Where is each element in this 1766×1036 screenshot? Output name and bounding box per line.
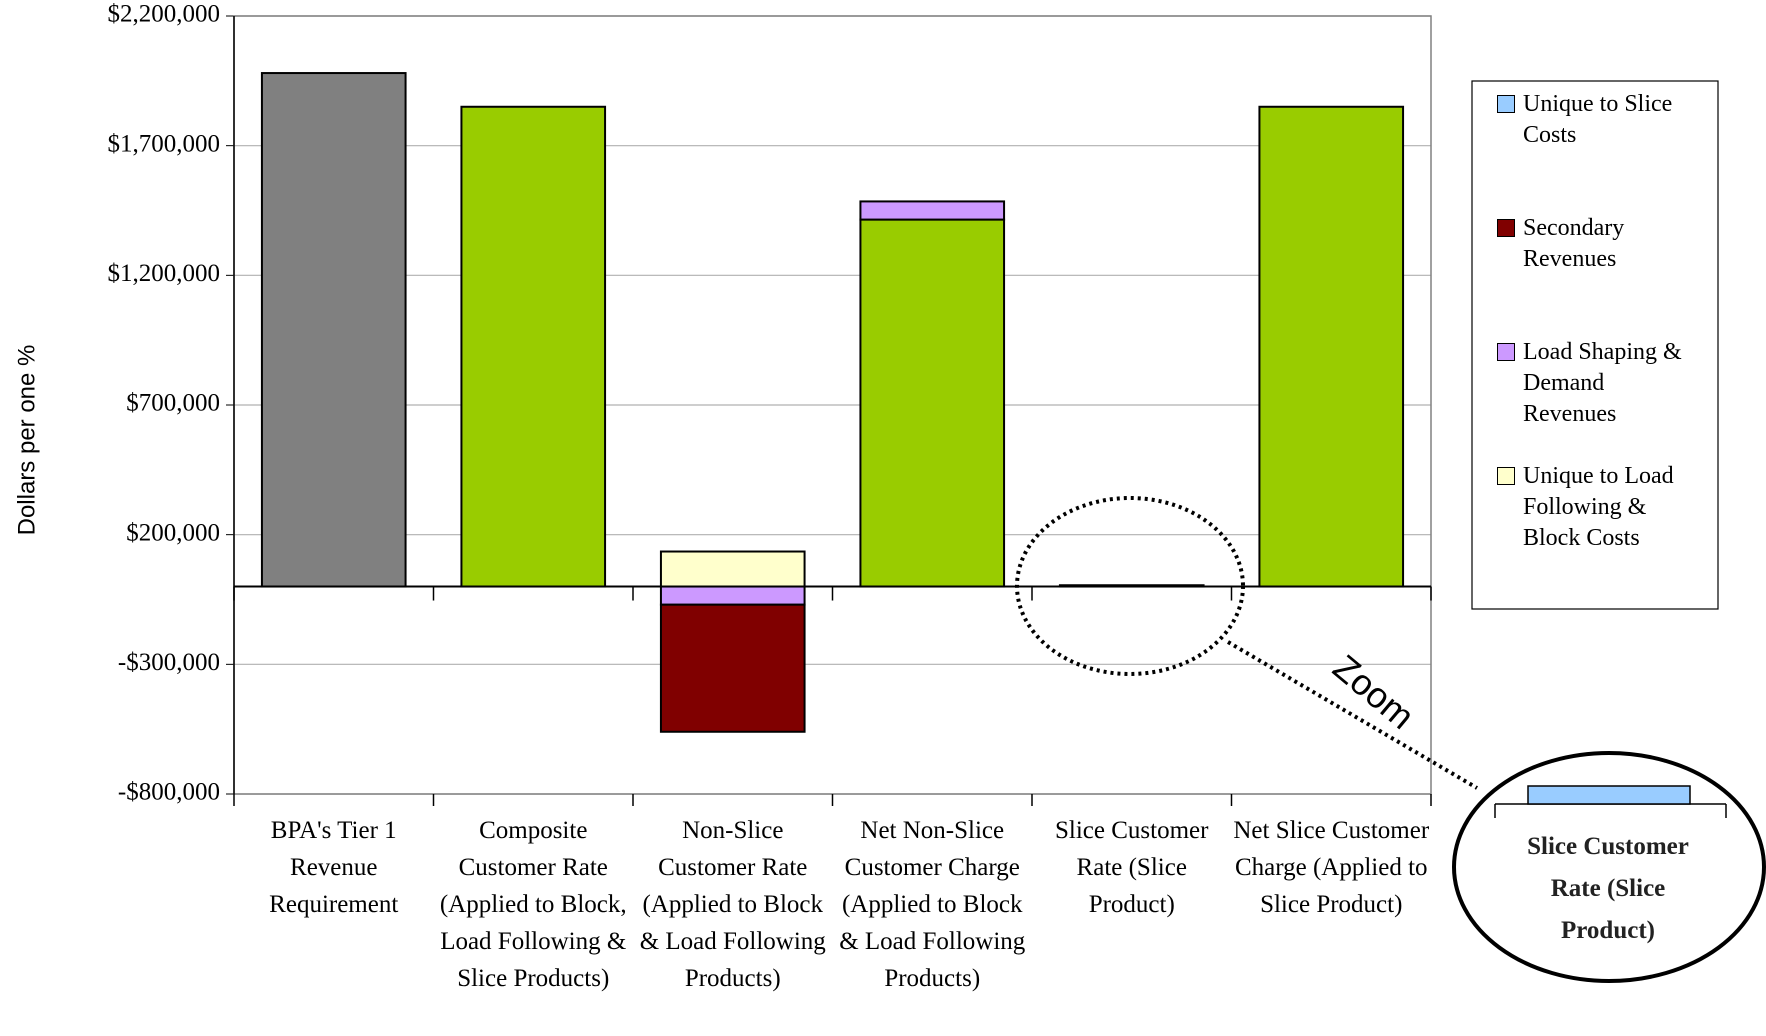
inset-bar	[1527, 785, 1691, 805]
x-tick-label: Non-Slice Customer Rate (Applied to Bloc…	[639, 817, 826, 992]
y-tick-label: $2,200,000	[108, 1, 221, 28]
bar	[1258, 105, 1405, 588]
legend-swatch	[1497, 343, 1515, 361]
y-tick-label: -$800,000	[118, 779, 220, 806]
legend-label: Unique to Slice Costs	[1523, 91, 1673, 148]
x-tick-label: Slice Customer Rate (Slice Product)	[1055, 817, 1209, 918]
bar-segment	[659, 550, 806, 588]
y-axis-label: Dollars per one %	[13, 345, 40, 536]
legend-label: Load Shaping & Demand Revenues	[1523, 339, 1682, 427]
y-tick-label: $1,700,000	[108, 130, 221, 157]
legend-label: Secondary Revenues	[1523, 215, 1625, 272]
bar-segment	[659, 585, 806, 606]
bar	[260, 72, 407, 588]
y-tick-label: -$300,000	[118, 649, 220, 676]
x-tick-label: Net Slice Customer Charge (Applied to Sl…	[1233, 817, 1430, 918]
x-tick-label: BPA's Tier 1 Revenue Requirement	[269, 817, 399, 918]
bar	[460, 105, 607, 588]
x-tick-label: Composite Customer Rate (Applied to Bloc…	[439, 817, 627, 992]
inset-label: Slice Customer Rate (Slice Product)	[1527, 833, 1689, 944]
legend-swatch	[1497, 467, 1515, 485]
x-tick-label: Net Non-Slice Customer Charge (Applied t…	[839, 817, 1026, 992]
bar	[859, 218, 1006, 588]
y-tick-label: $1,200,000	[108, 260, 221, 287]
legend-swatch	[1497, 219, 1515, 237]
zoom-label: Zoom	[1325, 646, 1422, 737]
bar-segment	[659, 603, 806, 733]
legend-label: Unique to Load Following & Block Costs	[1523, 463, 1674, 551]
bar-segment	[859, 200, 1006, 221]
y-tick-label: $700,000	[126, 390, 220, 417]
inset-circle	[1452, 751, 1766, 983]
zoom-circle	[1015, 496, 1245, 676]
y-tick-label: $200,000	[126, 519, 220, 546]
legend-swatch	[1497, 95, 1515, 113]
zoom-connector	[1226, 640, 1479, 790]
